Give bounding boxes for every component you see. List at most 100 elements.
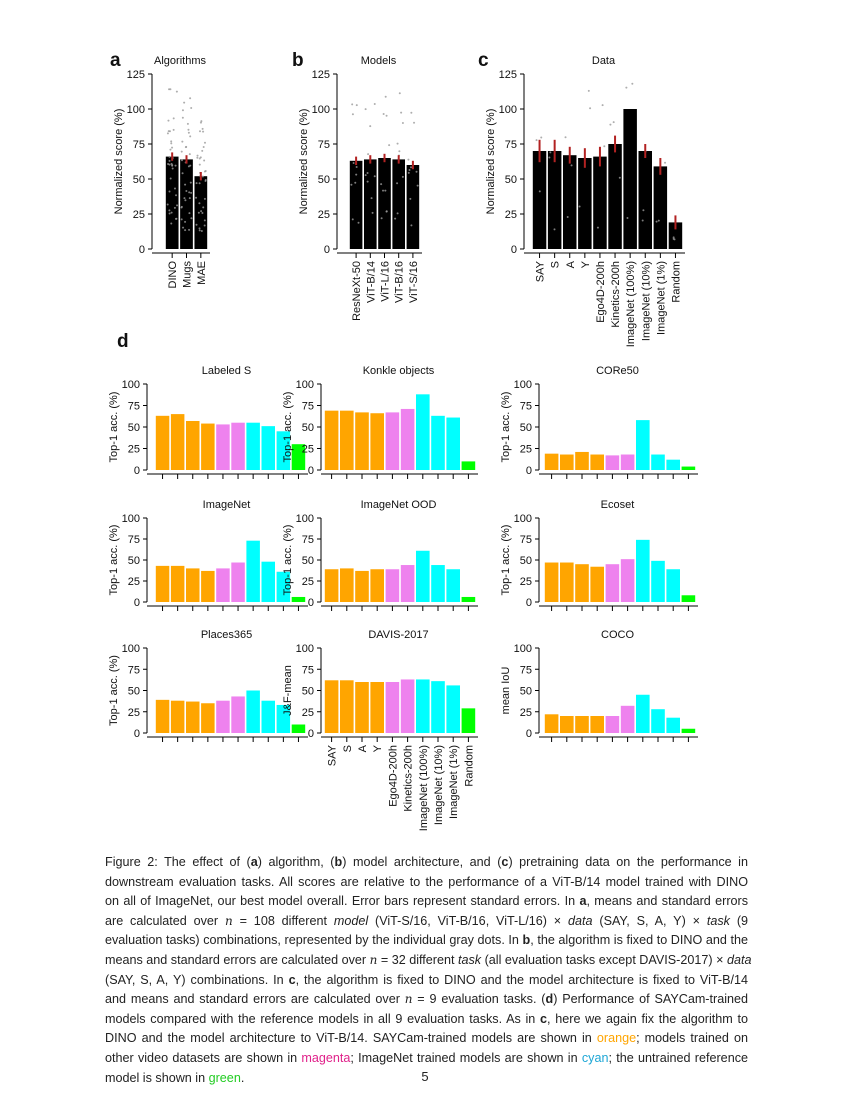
caption-text: magenta [301,1050,351,1065]
y-tick-label: 75 [302,664,314,676]
data-dot [190,217,193,220]
y-tick-label: 25 [302,444,314,456]
y-tick-label: 100 [312,104,330,116]
caption-text: on all of ImageNet, our best model overa… [105,894,580,909]
caption-text: = 108 different [232,913,334,928]
data-dot [183,197,186,200]
bar-ImageNet (100%) [416,394,430,470]
data-dot [380,183,383,186]
x-tick-label: Ego4D-200h [387,745,399,807]
y-axis-label: Top-1 acc. (%) [282,525,294,596]
caption-text: and means and standard errors are calcul… [105,992,405,1007]
figure-caption: Figure 2: The effect of (a) algorithm, (… [105,853,751,1089]
y-tick-label: 0 [308,597,314,609]
data-dot [188,197,191,200]
bar-ImageNet (1%) [446,417,460,470]
y-tick-label: 100 [127,104,145,116]
bar-Ego4D-200h [605,564,620,602]
data-dot [188,212,191,215]
bar-Y [590,566,604,602]
bar-Ego4D-200h [605,455,620,470]
data-dot [196,154,199,157]
caption-line: model is shown in green. [105,1069,748,1089]
data-dot [409,197,412,200]
bar-S [170,414,185,470]
data-dot [168,212,171,215]
y-tick-label: 0 [134,728,140,740]
data-dot [173,187,176,190]
x-tick-label: ImageNet (10%) [433,745,445,825]
data-dot [199,121,202,124]
x-tick-label: S [342,745,354,752]
data-dot [198,227,201,230]
y-tick-label: 25 [128,576,140,588]
data-dot [185,190,188,193]
x-tick-label: Y [580,260,592,268]
data-dot [195,223,198,226]
data-dot [642,209,645,212]
data-dot [407,158,410,161]
data-dot [408,169,411,172]
data-dot [384,189,387,192]
data-dot [201,175,204,178]
caption-text: green [208,1070,241,1085]
y-tick-label: 100 [296,513,314,525]
caption-line: downstream evaluation tasks. All scores … [105,873,748,893]
y-tick-label: 25 [520,576,532,588]
y-tick-label: 50 [302,422,314,434]
bar-ImageNet (1%) [666,459,680,470]
y-axis-label: Normalized score (%) [298,109,310,215]
y-tick-label: 50 [520,555,532,567]
y-tick-label: 75 [520,534,532,546]
data-dot [168,155,171,158]
data-dot [187,165,190,168]
data-dot [626,216,629,219]
bar-Kinetics-200h [608,144,622,249]
data-dot [188,153,191,156]
y-tick-label: 25 [505,209,517,221]
data-dot [618,176,621,179]
chart-title: Data [592,55,616,67]
data-dot [189,97,192,100]
data-dot [200,230,203,233]
y-tick-label: 100 [122,513,140,525]
data-dot [170,222,173,225]
caption-text: ; models trained on [636,1031,748,1046]
caption-text: (all evaluation tasks except DAVIS-2017)… [481,952,727,967]
y-tick-label: 0 [308,728,314,740]
data-dot [352,161,355,164]
data-dot [413,121,416,124]
y-tick-label: 100 [514,643,532,655]
caption-text: ) Performance of SAYCam-trained [553,992,749,1007]
y-tick-label: 75 [505,139,517,151]
y-tick-label: 75 [128,534,140,546]
bar-Random [681,466,696,470]
bar-ViT-B/16 [392,159,405,249]
data-dot [203,219,206,222]
chart-imagenet: ImageNet Top-1 acc. (%) 0 25 50 75 100 [108,499,308,611]
data-dot [385,210,388,213]
data-dot [169,148,172,151]
bar-ImageNet (1%) [666,717,680,733]
bar-Random [461,708,476,733]
y-tick-label: 100 [122,643,140,655]
caption-text: task [458,952,482,967]
y-tick-label: 100 [514,513,532,525]
data-dot [166,132,169,135]
caption-line: Figure 2: The effect of (a) algorithm, (… [105,853,748,873]
data-dot [203,141,206,144]
data-dot [410,111,413,114]
bar-Kinetics-200h [620,454,635,470]
bar-ResNeXt-50 [349,160,363,249]
y-tick-label: 50 [520,686,532,698]
y-tick-label: 50 [520,422,532,434]
bar-A [186,568,200,602]
data-dot [190,191,193,194]
y-tick-label: 0 [134,465,140,477]
data-dot [166,203,169,206]
caption-text: cyan [581,1050,609,1065]
y-tick-label: 75 [302,534,314,546]
data-dot [612,121,615,124]
bar-Y [201,703,215,733]
data-dot [202,206,205,209]
